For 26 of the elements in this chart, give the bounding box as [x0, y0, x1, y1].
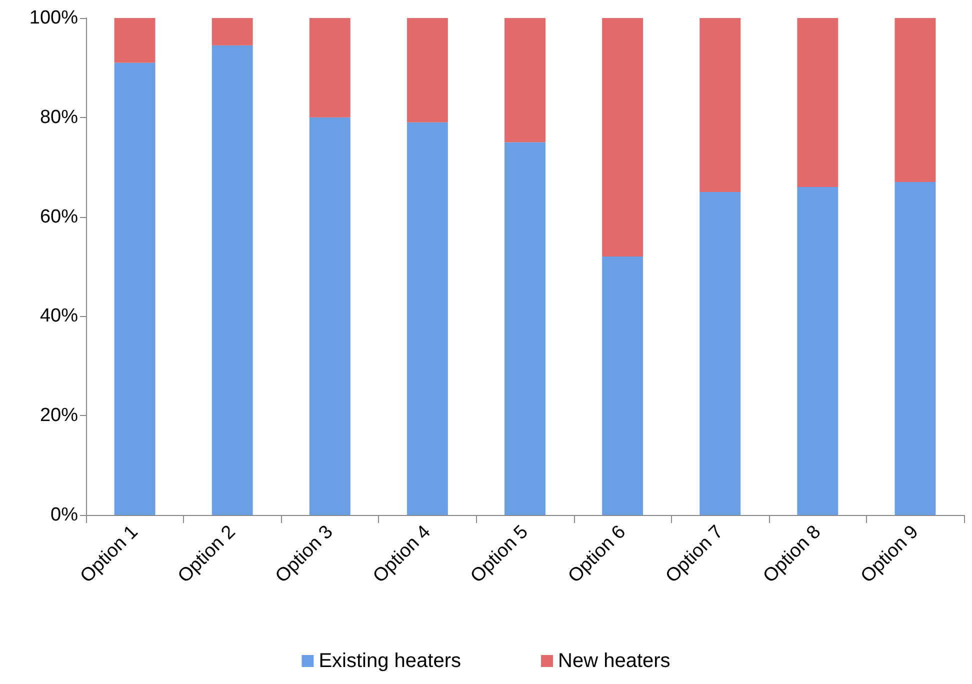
bar: [797, 18, 838, 187]
bar: [309, 117, 350, 515]
y-tick-label: 60%: [40, 206, 78, 228]
bar: [894, 182, 936, 515]
y-tick-label: 100%: [29, 8, 78, 28]
bar: [212, 45, 253, 515]
bar: [894, 18, 936, 182]
y-tick-label: 20%: [40, 405, 78, 426]
bar: [504, 142, 546, 515]
legend-label: Existing heaters: [318, 650, 462, 672]
y-tick-label: 0%: [50, 504, 78, 526]
bar: [602, 256, 644, 515]
bar: [406, 122, 448, 515]
legend-label: New heaters: [558, 650, 670, 672]
bar: [114, 18, 156, 63]
y-tick-label: 40%: [40, 306, 78, 327]
bar: [700, 192, 741, 515]
bar: [309, 18, 350, 118]
bar: [504, 18, 546, 142]
bar: [700, 18, 741, 192]
bar: [212, 18, 253, 46]
bar: [797, 186, 838, 515]
bar: [406, 18, 448, 122]
bar: [114, 62, 156, 515]
bar: [602, 18, 644, 257]
y-tick-label: 80%: [40, 106, 78, 128]
